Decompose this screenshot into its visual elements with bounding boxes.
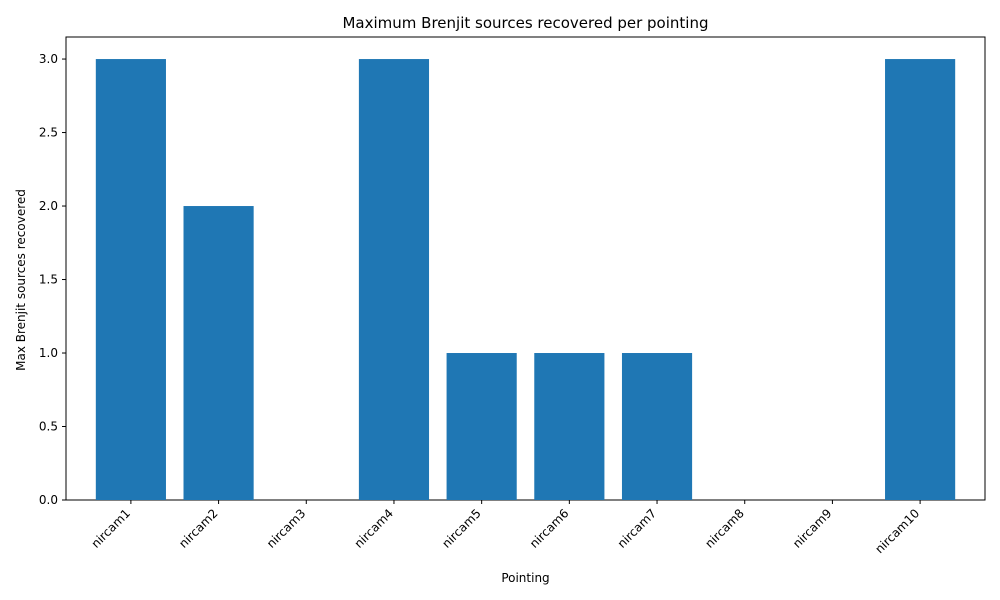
bar-nircam5 <box>446 353 517 500</box>
y-axis-label: Max Brenjit sources recovered <box>14 189 28 371</box>
bars <box>95 59 956 501</box>
plot-frame <box>65 36 986 501</box>
x-axis: nircam1 nircam2 nircam3 nircam4 nircam5 nirca… <box>89 500 922 556</box>
x-tick-label: nircam4 <box>352 506 396 550</box>
bar-nircam1 <box>95 59 166 501</box>
y-tick-label: 2.0 <box>39 199 58 213</box>
bar-nircam10 <box>885 59 956 501</box>
x-tick-label: nircam6 <box>527 506 571 550</box>
bar-nircam7 <box>621 353 693 500</box>
x-tick-label: nircam5 <box>439 506 483 550</box>
x-tick-label: nircam2 <box>176 506 220 550</box>
x-tick-label: nircam3 <box>264 506 308 550</box>
x-tick-label: nircam7 <box>615 506 659 550</box>
bar-nircam6 <box>534 353 605 500</box>
y-tick-label: 3.0 <box>39 52 58 66</box>
bar-nircam2 <box>183 206 254 501</box>
plot-area <box>65 36 986 501</box>
x-tick-label: nircam8 <box>702 506 746 550</box>
x-tick-label: nircam9 <box>790 506 834 550</box>
bar-nircam4 <box>358 59 430 501</box>
y-tick-label: 1.5 <box>39 273 58 287</box>
x-axis-label: Pointing <box>501 571 549 585</box>
y-tick-label: 2.5 <box>39 126 58 140</box>
chart-title: Maximum Brenjit sources recovered per po… <box>342 14 708 32</box>
y-tick-label: 0.0 <box>39 493 58 507</box>
y-tick-label: 1.0 <box>39 346 58 360</box>
x-tick-label: nircam1 <box>89 506 133 550</box>
y-axis: 0.0 0.5 1.0 1.5 2.0 2.5 3.0 <box>39 52 66 507</box>
y-tick-label: 0.5 <box>39 420 58 434</box>
x-tick-label: nircam10 <box>872 506 922 556</box>
